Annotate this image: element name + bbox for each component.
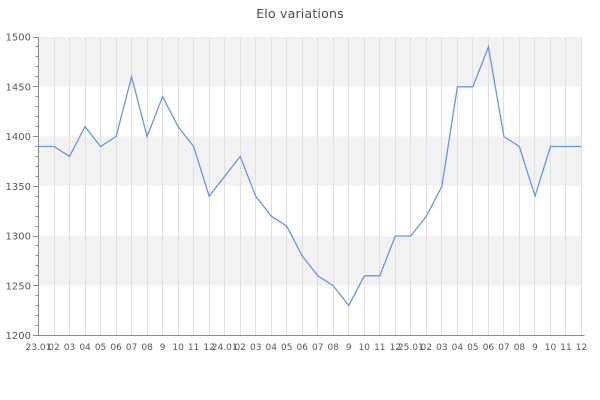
x-tick-label: 03 xyxy=(64,343,75,353)
x-tick-label: 05 xyxy=(95,343,106,353)
y-tick-label: 1400 xyxy=(6,132,31,143)
y-grid-band xyxy=(38,236,582,286)
x-tick-label: 24.01 xyxy=(212,343,238,353)
x-tick-label: 25.01 xyxy=(398,343,424,353)
x-tick-label: 06 xyxy=(483,343,495,353)
x-tick-label: 08 xyxy=(514,343,526,353)
x-tick-label: 04 xyxy=(79,343,91,353)
x-tick-label: 12 xyxy=(390,343,401,353)
x-tick-label: 03 xyxy=(436,343,447,353)
x-tick-label: 02 xyxy=(421,343,432,353)
x-tick-label: 05 xyxy=(281,343,292,353)
elo-series-line xyxy=(38,44,582,307)
x-tick-label: 06 xyxy=(110,343,122,353)
x-tick-label: 02 xyxy=(234,343,245,353)
x-tick-label: 9 xyxy=(532,343,538,353)
x-tick-label: 08 xyxy=(328,343,340,353)
x-tick-label: 9 xyxy=(160,343,166,353)
x-tick-label: 07 xyxy=(126,343,137,353)
x-tick-label: 04 xyxy=(452,343,464,353)
x-tick-label: 11 xyxy=(560,343,571,353)
x-tick-label: 10 xyxy=(545,343,557,353)
y-grid-band xyxy=(38,285,582,336)
x-tick-label: 07 xyxy=(498,343,509,353)
x-tick-label: 08 xyxy=(141,343,153,353)
y-tick-label: 1200 xyxy=(6,331,31,342)
x-tick-label: 06 xyxy=(297,343,309,353)
y-grid-band xyxy=(38,136,582,187)
x-tick-label: 05 xyxy=(467,343,478,353)
y-tick-label: 1500 xyxy=(6,33,31,44)
y-tick-label: 1250 xyxy=(6,281,31,292)
y-grid-band xyxy=(38,37,582,87)
x-tick-label: 11 xyxy=(188,343,199,353)
x-tick-label: 12 xyxy=(576,343,587,353)
y-grid-band xyxy=(38,186,582,236)
x-tick-label: 04 xyxy=(265,343,277,353)
x-tick-label: 07 xyxy=(312,343,323,353)
x-tick-label: 02 xyxy=(48,343,59,353)
chart-title: Elo variations xyxy=(256,6,344,21)
x-tick-label: 10 xyxy=(359,343,371,353)
x-tick-label: 11 xyxy=(374,343,385,353)
x-tick-label: 9 xyxy=(346,343,352,353)
y-tick-label: 1450 xyxy=(6,82,31,93)
x-tick-label: 03 xyxy=(250,343,261,353)
x-tick-label: 23.01 xyxy=(26,343,52,353)
y-tick-label: 1350 xyxy=(6,182,31,193)
x-tick-label: 10 xyxy=(172,343,184,353)
y-grid-band xyxy=(38,86,582,137)
x-tick-label: 12 xyxy=(203,343,214,353)
y-tick-label: 1300 xyxy=(6,232,31,243)
